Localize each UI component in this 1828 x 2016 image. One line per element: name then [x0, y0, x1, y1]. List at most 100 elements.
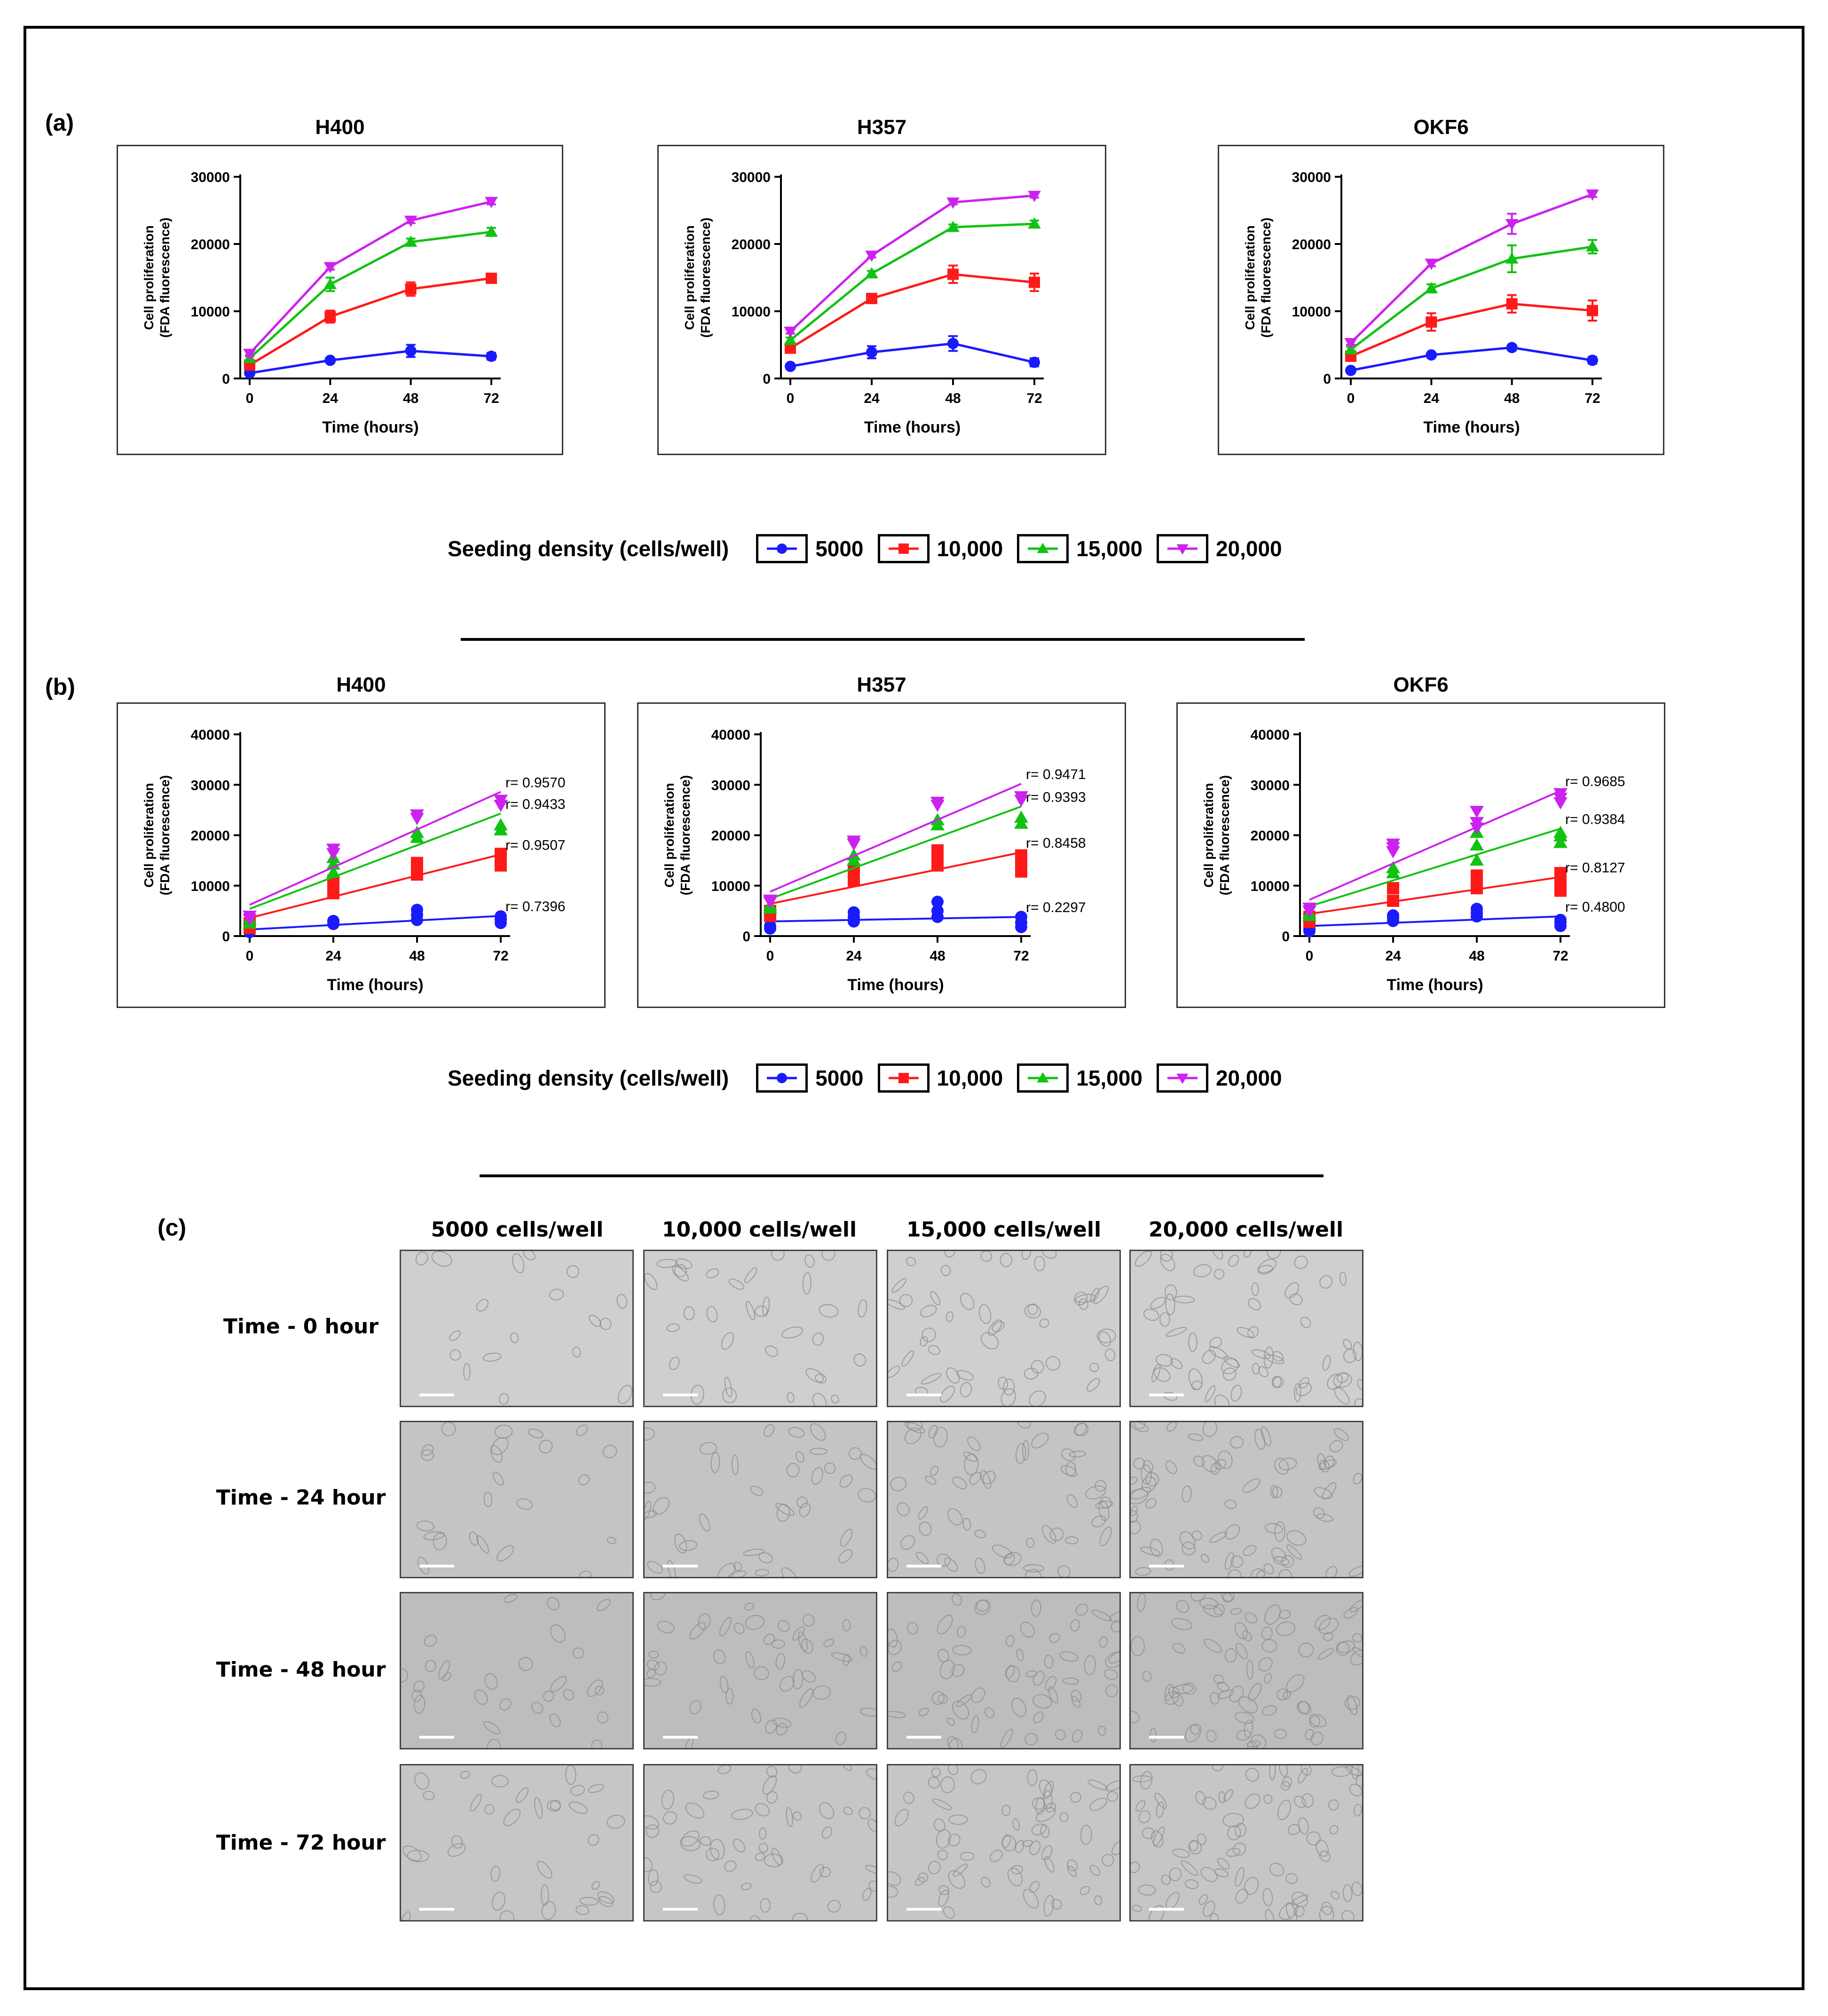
cell [1145, 1472, 1159, 1487]
cell [591, 1739, 603, 1748]
cell [607, 1814, 625, 1829]
cell [721, 1332, 734, 1350]
cell [649, 1881, 662, 1893]
cell [728, 1278, 745, 1290]
micrograph-5000-cells-well-time-48-hour [400, 1592, 634, 1749]
cell [1354, 1398, 1362, 1406]
micrograph-15-000-cells-well-time-0-hour [887, 1250, 1121, 1407]
cell [848, 1447, 862, 1460]
cell [1258, 1657, 1273, 1671]
cell [888, 1640, 902, 1655]
micro-col-head-15000: 15,000 cells/well [906, 1218, 1102, 1242]
cell [799, 1503, 811, 1517]
x-tick-label: 72 [1026, 391, 1042, 406]
cell [1004, 1553, 1015, 1566]
cell [1041, 1845, 1053, 1860]
cell [423, 1531, 445, 1541]
cell [1279, 1609, 1291, 1619]
cell [1188, 1433, 1204, 1441]
data-point-20-000-24 [865, 251, 878, 262]
cell [763, 1634, 775, 1645]
cell [953, 1863, 968, 1877]
scale-bar [663, 1908, 698, 1911]
cell [1242, 1478, 1261, 1493]
cell [1270, 1485, 1278, 1498]
cell [938, 1885, 950, 1895]
cell [1015, 1840, 1024, 1853]
cell [503, 1808, 521, 1827]
fit-line-5000 [1309, 915, 1561, 927]
cell [645, 1481, 656, 1494]
y-tick-label: 10000 [1292, 304, 1331, 320]
cell [1276, 1688, 1288, 1701]
data-point-20-000-48 [1470, 805, 1484, 818]
cell [645, 1857, 653, 1873]
data-point-5000-24 [324, 354, 336, 366]
cell [933, 1818, 946, 1832]
cell [888, 1711, 906, 1718]
cell [1298, 1768, 1308, 1784]
cell [1318, 1459, 1337, 1470]
data-point-10-000-48 [931, 844, 944, 857]
cell [772, 1717, 792, 1728]
cell [947, 1765, 958, 1775]
data-point-20-000-48 [1505, 219, 1519, 230]
cell [1063, 1677, 1079, 1685]
x-tick-label: 48 [409, 948, 425, 964]
data-point-20-000-24 [847, 835, 861, 848]
cell [831, 1652, 853, 1662]
x-tick-label: 24 [1424, 391, 1440, 406]
cell [831, 1394, 839, 1404]
data-point-15-000-72 [1586, 240, 1599, 252]
cell [1315, 1614, 1331, 1630]
chart-a-h357: 0 10000 20000 30000 0 24 48 72 Time (hours) Cell … [657, 145, 1106, 455]
cell [1044, 1856, 1055, 1873]
legend-b-key-15000 [1017, 1063, 1069, 1093]
scale-bar [1149, 1908, 1184, 1911]
cell [1188, 1840, 1202, 1855]
cell [1075, 1603, 1088, 1616]
cell [1284, 1282, 1300, 1299]
cell [518, 1657, 533, 1671]
data-point-5000-72 [486, 350, 497, 362]
y-axis-label: Cell proliferation (FDA fluorescence) [1243, 218, 1273, 338]
fit-line-15-000 [249, 812, 501, 910]
cell [1321, 1901, 1333, 1915]
cell [1141, 1465, 1152, 1485]
cell [1102, 1854, 1114, 1867]
cell [1242, 1630, 1252, 1642]
cell [1071, 1696, 1081, 1708]
cell [1279, 1903, 1298, 1920]
cell [401, 1668, 409, 1683]
cell [476, 1535, 489, 1554]
cell [1172, 1693, 1184, 1707]
legend-a-label-5000: 5000 [815, 536, 864, 561]
cell [645, 1427, 655, 1441]
cell [1319, 1906, 1334, 1920]
cell [1005, 1635, 1015, 1647]
series-5000 [1345, 342, 1598, 376]
cell [1016, 1648, 1024, 1662]
x-tick-label: 48 [1504, 391, 1520, 406]
cell [888, 1871, 901, 1886]
micrograph-cells [645, 1251, 867, 1406]
cell [1085, 1485, 1106, 1500]
cell [1084, 1655, 1096, 1676]
cell [591, 1881, 600, 1890]
cell [888, 1299, 905, 1310]
cell [786, 1807, 793, 1827]
cell [706, 1306, 718, 1323]
cell [1020, 1622, 1035, 1638]
cell [679, 1540, 698, 1551]
cell [1269, 1863, 1284, 1877]
data-point-20-000-24 [326, 843, 340, 856]
cell [1318, 1618, 1339, 1634]
x-axis-label: Time (hours) [322, 418, 418, 436]
cell [483, 1492, 493, 1507]
fit-line-15-000 [1309, 827, 1561, 907]
data-point-10-000-24 [1426, 316, 1437, 328]
cell [1274, 1729, 1287, 1739]
cell [1184, 1879, 1199, 1889]
cell [786, 1463, 800, 1478]
cell [745, 1651, 755, 1669]
